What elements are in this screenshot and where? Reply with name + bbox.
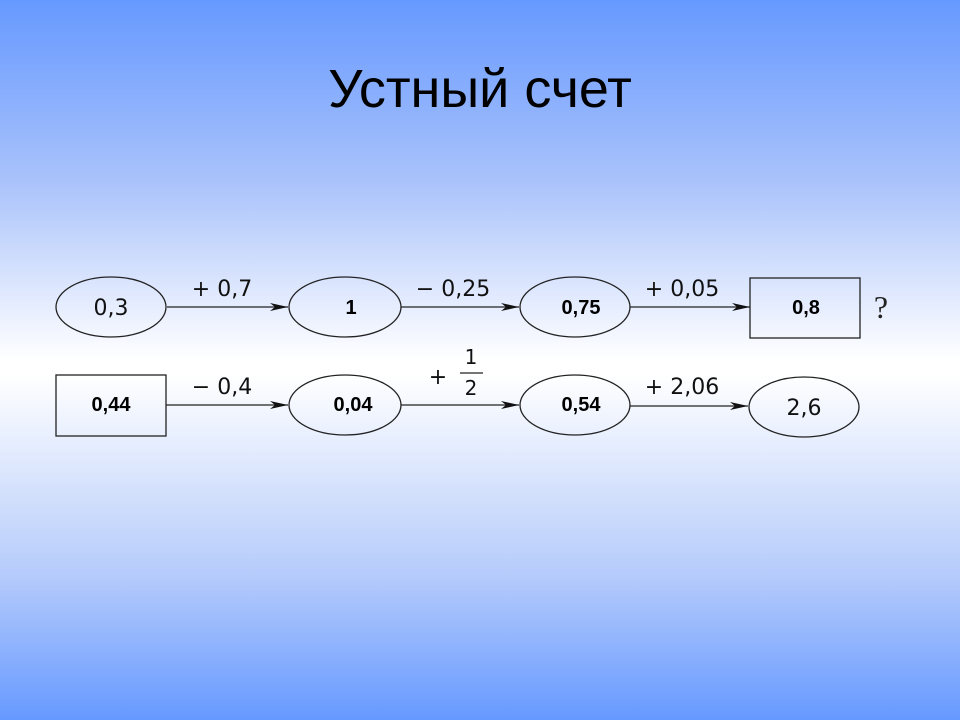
fraction-numerator: 1 [465, 345, 478, 369]
question-mark: ? [874, 289, 888, 325]
operation-label: + 2,06 [645, 375, 719, 400]
answer-value: 0,8 [792, 297, 820, 319]
node-value: 2,6 [787, 396, 822, 421]
operation-label: + 0,05 [645, 277, 719, 302]
answer-value: 1 [345, 297, 356, 319]
operation-sign: + [429, 365, 447, 390]
slide-title: Устный счет [328, 59, 632, 119]
node-ellipse [519, 374, 631, 436]
answer-value: 0,75 [562, 297, 601, 319]
answer-value: 0,04 [334, 394, 374, 416]
operation-label: − 0,4 [192, 375, 252, 400]
node-ellipse [55, 276, 167, 338]
operation-label: − 0,25 [416, 277, 490, 302]
node-ellipse [748, 376, 860, 438]
node-rectangle [749, 277, 861, 339]
node-value: 0,3 [94, 296, 129, 321]
fraction-denominator: 2 [465, 376, 478, 400]
answer-value: 0,54 [562, 394, 602, 416]
operation-label: + 0,7 [192, 277, 252, 302]
answer-value: 0,44 [92, 394, 132, 416]
